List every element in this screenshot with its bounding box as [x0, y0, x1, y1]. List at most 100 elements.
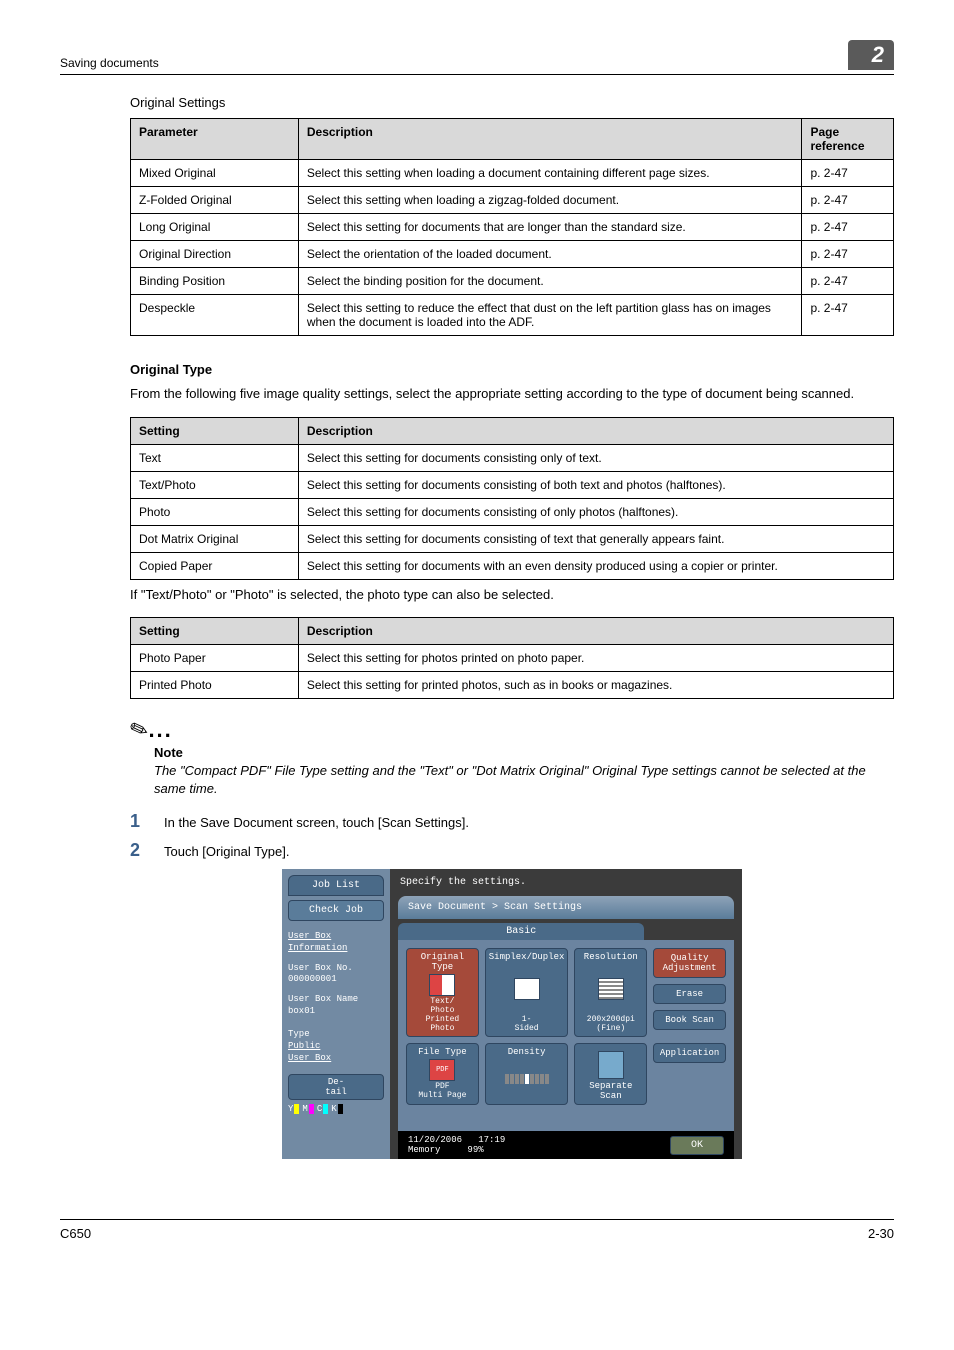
table-cell: Photo — [131, 498, 299, 525]
file-type-card[interactable]: File Type PDF PDF Multi Page — [406, 1043, 479, 1105]
type-label: Type — [288, 1029, 384, 1041]
separate-scan-card[interactable]: Separate Scan — [574, 1043, 647, 1105]
box-name-value: box01 — [288, 1006, 384, 1018]
card-sub: 200x200dpi (Fine) — [578, 1016, 643, 1034]
table-row: Binding PositionSelect the binding posit… — [131, 268, 894, 295]
toner-k-label: K — [331, 1104, 336, 1114]
type-value: Public User Box — [288, 1041, 384, 1064]
footer-page-number: 2-30 — [868, 1226, 894, 1241]
original-type-heading: Original Type — [130, 362, 894, 377]
step-row: 2Touch [Original Type]. — [130, 840, 894, 861]
table-row: Text/PhotoSelect this setting for docume… — [131, 471, 894, 498]
quality-adjustment-button[interactable]: Quality Adjustment — [653, 948, 726, 978]
table-row: TextSelect this setting for documents co… — [131, 444, 894, 471]
photo-type-note: If "Text/Photo" or "Photo" is selected, … — [130, 586, 894, 604]
step-number: 2 — [130, 840, 164, 861]
ok-button[interactable]: OK — [670, 1136, 724, 1155]
toner-k-icon — [338, 1104, 343, 1114]
resolution-card[interactable]: Resolution 200x200dpi (Fine) — [574, 948, 647, 1037]
job-list-tab[interactable]: Job List — [288, 875, 384, 896]
original-type-table-2: Setting Description Photo PaperSelect th… — [130, 617, 894, 699]
original-type-table-1: Setting Description TextSelect this sett… — [130, 417, 894, 580]
table-cell: p. 2-47 — [802, 214, 894, 241]
table-header: Parameter — [131, 119, 299, 160]
mfp-footer: 11/20/2006 17:19 Memory 99% OK — [398, 1131, 734, 1159]
page-icon — [514, 978, 540, 1000]
note-text: The "Compact PDF" File Type setting and … — [154, 762, 894, 797]
table-cell: Select this setting for documents that a… — [298, 214, 802, 241]
grid-icon — [598, 978, 624, 1000]
table-cell: Select this setting for documents consis… — [298, 471, 893, 498]
table-cell: Select this setting for documents with a… — [298, 552, 893, 579]
density-card[interactable]: Density — [485, 1043, 569, 1105]
card-title: Resolution — [578, 952, 643, 962]
table-header: Description — [298, 618, 893, 645]
table-cell: Mixed Original — [131, 160, 299, 187]
density-bar-icon — [489, 1074, 565, 1084]
specify-settings-msg: Specify the settings. — [390, 869, 742, 896]
footer-time: 17:19 — [478, 1135, 505, 1145]
settings-grid: Original Type Text/ Photo Printed Photo … — [398, 940, 734, 1131]
table-cell: p. 2-47 — [802, 268, 894, 295]
table-cell: p. 2-47 — [802, 160, 894, 187]
erase-button[interactable]: Erase — [653, 984, 726, 1004]
breadcrumb: Save Document > Scan Settings — [398, 896, 734, 919]
detail-button[interactable]: De- tail — [288, 1074, 384, 1100]
table-cell: Despeckle — [131, 295, 299, 336]
table-cell: Text — [131, 444, 299, 471]
original-type-card[interactable]: Original Type Text/ Photo Printed Photo — [406, 948, 479, 1037]
check-job-button[interactable]: Check Job — [288, 900, 384, 921]
card-title: Simplex/Duplex — [489, 952, 565, 962]
table-cell: Text/Photo — [131, 471, 299, 498]
card-title: File Type — [410, 1047, 475, 1057]
toner-m-icon — [309, 1104, 314, 1114]
card-sub: PDF Multi Page — [410, 1083, 475, 1101]
footer-date: 11/20/2006 — [408, 1135, 462, 1145]
table-cell: Select this setting for documents consis… — [298, 498, 893, 525]
table-cell: Select the orientation of the loaded doc… — [298, 241, 802, 268]
toner-m-label: M — [302, 1104, 307, 1114]
table-row: Printed PhotoSelect this setting for pri… — [131, 672, 894, 699]
header-chapter-number: 2 — [848, 40, 894, 70]
original-type-icon — [429, 974, 455, 996]
table-cell: Photo Paper — [131, 645, 299, 672]
table-row: Dot Matrix OriginalSelect this setting f… — [131, 525, 894, 552]
pdf-icon: PDF — [429, 1059, 455, 1081]
user-box-info: User Box Information User Box No. 000000… — [282, 925, 390, 1070]
table-header: Description — [298, 417, 893, 444]
page-footer: C650 2-30 — [60, 1219, 894, 1241]
table-cell: p. 2-47 — [802, 241, 894, 268]
application-button[interactable]: Application — [653, 1043, 726, 1063]
table-cell: Printed Photo — [131, 672, 299, 699]
toner-indicators: Y M C K — [282, 1102, 390, 1116]
table-row: DespeckleSelect this setting to reduce t… — [131, 295, 894, 336]
footer-mem-value: 99% — [467, 1145, 483, 1155]
table-cell: Long Original — [131, 214, 299, 241]
footer-model: C650 — [60, 1226, 91, 1241]
box-name-label: User Box Name — [288, 994, 384, 1006]
table-cell: p. 2-47 — [802, 187, 894, 214]
step-number: 1 — [130, 811, 164, 832]
footer-mem-label: Memory — [408, 1145, 440, 1155]
note-title: Note — [154, 745, 894, 760]
toner-y-icon — [294, 1104, 299, 1114]
toner-y-label: Y — [288, 1104, 293, 1114]
book-scan-button[interactable]: Book Scan — [653, 1010, 726, 1030]
table-cell: Select this setting for documents consis… — [298, 444, 893, 471]
basic-tab[interactable]: Basic — [398, 923, 644, 940]
table-cell: Select this setting for photos printed o… — [298, 645, 893, 672]
card-title: Density — [489, 1047, 565, 1057]
table-row: Copied PaperSelect this setting for docu… — [131, 552, 894, 579]
table-row: PhotoSelect this setting for documents c… — [131, 498, 894, 525]
step-text: Touch [Original Type]. — [164, 844, 290, 859]
table-cell: Original Direction — [131, 241, 299, 268]
simplex-duplex-card[interactable]: Simplex/Duplex 1- Sided — [485, 948, 569, 1037]
card-sub: Text/ Photo Printed Photo — [410, 998, 475, 1033]
card-sub: 1- Sided — [489, 1016, 565, 1034]
table-cell: Z-Folded Original — [131, 187, 299, 214]
toner-c-icon — [323, 1104, 328, 1114]
step-row: 1In the Save Document screen, touch [Sca… — [130, 811, 894, 832]
card-title: Separate Scan — [578, 1081, 643, 1101]
table-cell: Select this setting when loading a zigza… — [298, 187, 802, 214]
original-settings-table: Parameter Description Page reference Mix… — [130, 118, 894, 336]
